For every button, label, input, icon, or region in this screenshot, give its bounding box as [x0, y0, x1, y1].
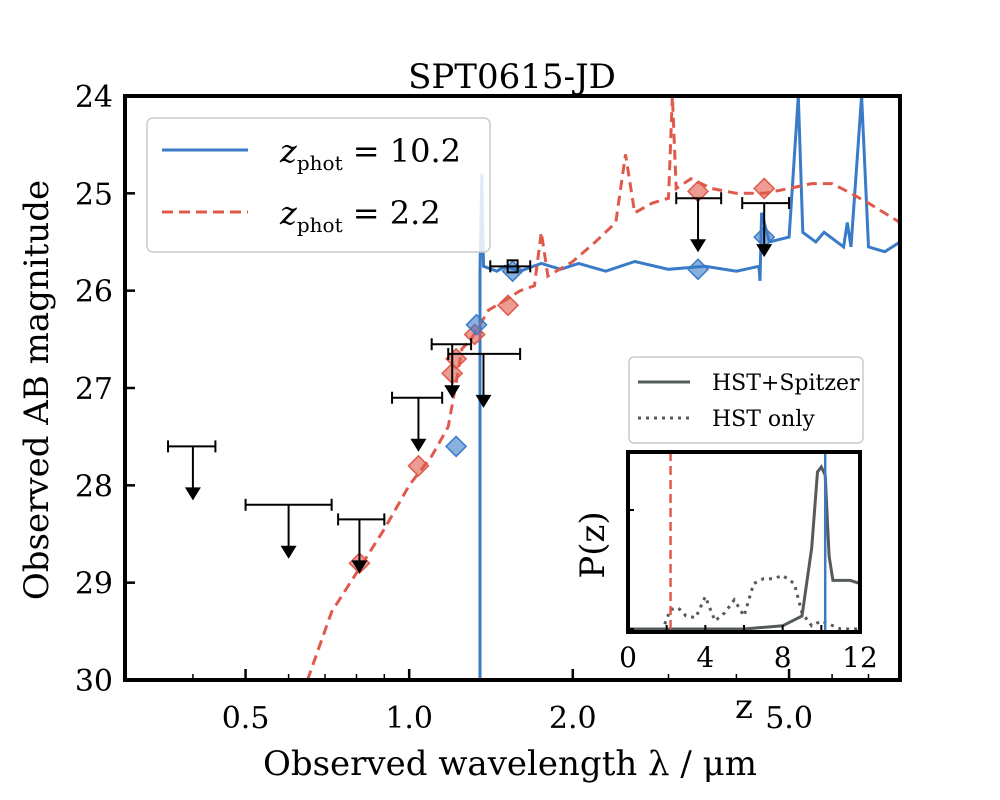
- chart-title: SPT0615-JD: [408, 57, 616, 97]
- x-axis-title: Observed wavelength λ / μm: [263, 744, 757, 784]
- plot-frame: [123, 94, 902, 682]
- upper-limit-7: [741, 197, 791, 258]
- y-tick-label: 28: [75, 469, 113, 504]
- inset-legend: HST+Spitzer HST only: [628, 356, 864, 444]
- detection-point-0: [489, 259, 532, 274]
- upper-limit-arrow: [410, 438, 427, 452]
- y-tick-label: 25: [75, 177, 113, 212]
- inset-y-axis-title: P(z): [573, 511, 613, 578]
- y-tick-label: 30: [75, 664, 113, 699]
- model-point-blue-2: [501, 260, 524, 283]
- inset-background: [628, 452, 860, 632]
- y-tick-label: 29: [75, 567, 113, 602]
- model-point-blue-1: [465, 313, 488, 336]
- model-point-blue-0: [445, 435, 468, 458]
- legend: zphot = 10.2 zphot = 2.2: [146, 117, 491, 253]
- legend-value-1: = 10.2: [343, 132, 461, 170]
- legend-z-2: z: [279, 194, 298, 232]
- upper-limit-arrow: [184, 487, 201, 501]
- x-tick-label: 1.0: [385, 701, 433, 736]
- y-axis-title: Observed AB magnitude: [17, 180, 57, 600]
- upper-limit-arrow: [444, 385, 461, 399]
- model-point-blue-3: [686, 258, 710, 281]
- x-tick-label: 5.0: [765, 701, 813, 736]
- model-point-red-5: [496, 294, 520, 317]
- model-point-red-1: [407, 454, 430, 477]
- inset-legend-box: [628, 356, 864, 444]
- main-plot: 24 25 26 27 28 29 30 0.5 1.0 2.0 5.0: [75, 80, 901, 736]
- upper-limit-1: [244, 498, 333, 559]
- inset-x-tick-label: 8: [774, 641, 792, 674]
- legend-sub-2: phot: [297, 213, 343, 237]
- legend-label-zphot-10-2: zphot = 10.2: [279, 132, 461, 175]
- model-point-red-7: [753, 177, 776, 200]
- legend-value-2: = 2.2: [343, 194, 441, 232]
- y-tick-label: 24: [75, 80, 113, 115]
- upper-limit-4: [430, 338, 473, 399]
- inset-x-axis-title: z: [735, 687, 753, 727]
- upper-limit-arrow: [690, 239, 707, 253]
- x-tick-label: 2.0: [549, 701, 597, 736]
- y-tick-label: 27: [75, 372, 113, 407]
- upper-limit-arrow: [756, 244, 773, 258]
- upper-limit-2: [337, 513, 386, 574]
- legend-z-1: z: [279, 132, 298, 170]
- series-line-1: [306, 96, 900, 680]
- upper-limit-5: [447, 347, 522, 408]
- inset-frame: [626, 450, 862, 634]
- inset-legend-label-hst-spitzer: HST+Spitzer: [712, 371, 860, 396]
- inset-legend-label-hst-only: HST only: [712, 407, 815, 432]
- legend-sub-1: phot: [297, 151, 343, 175]
- upper-limit-6: [675, 192, 723, 253]
- upper-limit-arrow: [351, 560, 368, 574]
- upper-limit-arrow: [475, 394, 492, 408]
- inset-pz-plot: 0 4 8 12: [619, 452, 878, 674]
- detection-marker: [506, 259, 519, 274]
- inset-x-tick-label: 4: [696, 641, 714, 674]
- upper-limit-0: [167, 440, 217, 501]
- legend-label-zphot-2-2: zphot = 2.2: [279, 194, 441, 237]
- upper-limit-arrow: [280, 545, 297, 559]
- inset-x-tick-label: 12: [842, 641, 878, 674]
- inset-series-0: [628, 464, 861, 631]
- upper-limit-3: [391, 391, 444, 452]
- y-tick-label: 26: [75, 275, 113, 310]
- inset-x-tick-label: 0: [619, 641, 637, 674]
- x-tick-label: 0.5: [222, 701, 270, 736]
